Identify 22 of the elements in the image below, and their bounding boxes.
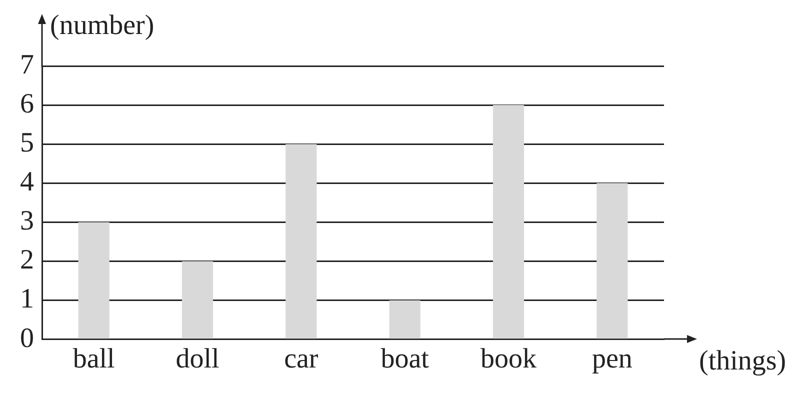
bar [286,144,317,339]
bar [389,300,420,339]
y-tick-label: 3 [20,206,34,237]
bar [182,261,214,339]
y-tick-label: 0 [20,322,34,354]
x-tick-label: boat [380,344,430,375]
x-tick-label: car [284,344,319,375]
x-axis-title: (things) [699,345,786,376]
y-axis-title: (number) [50,10,154,41]
x-tick-label: doll [176,344,220,375]
y-tick-label: 2 [20,244,34,276]
y-tick-label: 1 [20,284,34,315]
bar [492,105,524,339]
bar [596,183,628,339]
y-tick-label: 7 [20,49,34,80]
x-tick-label: ball [72,344,116,375]
x-tick-label: book [480,344,536,375]
y-tick-label: 6 [20,88,34,120]
bar [78,222,110,339]
y-tick-label: 5 [20,127,34,158]
y-tick-label: 4 [20,166,34,198]
x-tick-label: pen [592,344,632,375]
